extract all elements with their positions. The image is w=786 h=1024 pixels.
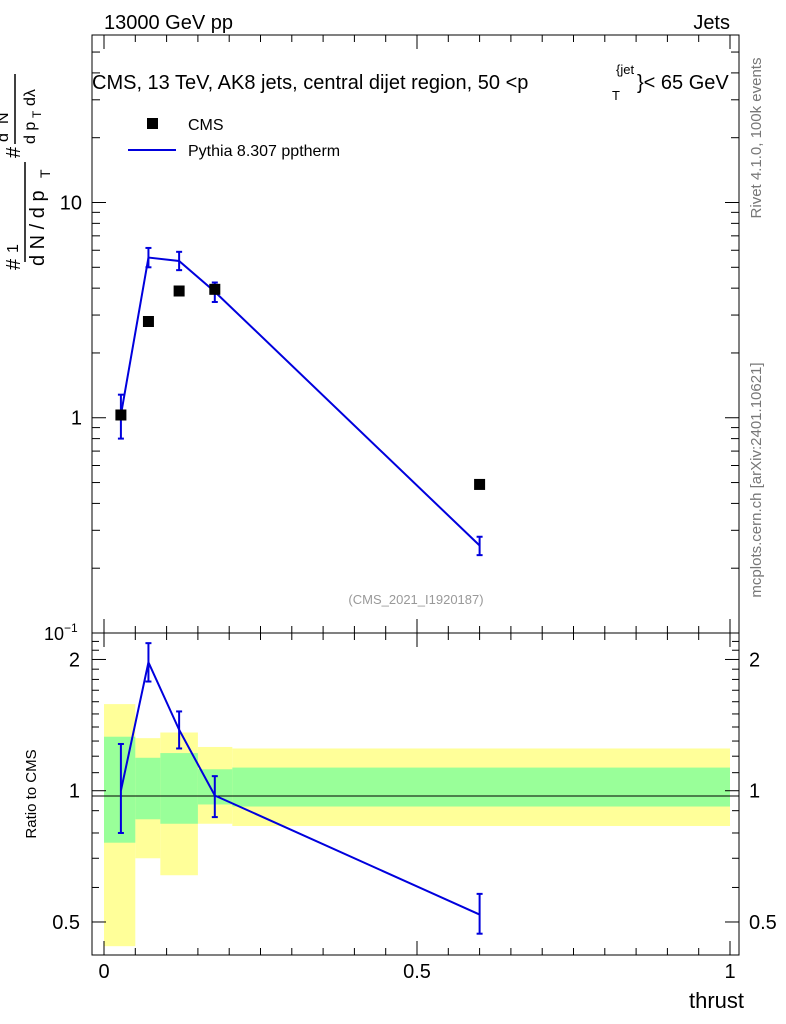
svg-text:d N / d p: d N / d p bbox=[27, 190, 49, 266]
svg-text:d p: d p bbox=[22, 122, 39, 144]
ratio-ytick-label-left: 2 bbox=[69, 649, 80, 671]
ratio-ytick-label-right: 0.5 bbox=[749, 912, 777, 934]
data-point bbox=[142, 315, 154, 327]
svg-text:T: T bbox=[30, 110, 44, 118]
main-ytick-label-min-exp: −1 bbox=[64, 621, 78, 635]
svg-text:T: T bbox=[37, 169, 53, 178]
ratio-panel: 0.5 0.5 1 1 2 2 0 0.5 1 bbox=[52, 632, 777, 983]
plot-title-main: CMS, 13 TeV, AK8 jets, central dijet reg… bbox=[92, 72, 528, 94]
plot-title-sub: T bbox=[612, 88, 620, 103]
legend-data-marker bbox=[147, 118, 158, 129]
main-ytick-label-min: 10 bbox=[44, 624, 64, 644]
ratio-xtick-label: 1 bbox=[724, 961, 735, 983]
plot-title: CMS, 13 TeV, AK8 jets, central dijet reg… bbox=[92, 62, 729, 103]
data-point bbox=[173, 285, 185, 297]
ratio-series bbox=[117, 642, 483, 935]
legend: CMS Pythia 8.307 pptherm bbox=[128, 117, 340, 160]
header-energy: 13000 GeV pp bbox=[104, 12, 233, 34]
main-ytick-label: 1 bbox=[71, 408, 82, 430]
main-ylabel: # 1 d N / d p T # d 2 N d p T dλ bbox=[0, 74, 53, 270]
ratio-ytick-label-left: 0.5 bbox=[52, 912, 80, 934]
ratio-bands bbox=[104, 704, 730, 947]
ratio-xtick-label: 0 bbox=[98, 961, 109, 983]
plot-title-tail: }< 65 GeV bbox=[637, 72, 729, 94]
ratio-ytick-label-right: 2 bbox=[749, 649, 760, 671]
legend-mc-label: Pythia 8.307 pptherm bbox=[188, 143, 340, 160]
data-point bbox=[209, 283, 221, 295]
mc-line bbox=[119, 256, 481, 547]
ratio-band-inner bbox=[160, 753, 198, 824]
svg-text:d: d bbox=[0, 133, 12, 142]
legend-data-label: CMS bbox=[188, 117, 224, 134]
svg-text:#: # bbox=[3, 258, 25, 270]
svg-text:N: N bbox=[0, 112, 12, 124]
ratio-xtick-label: 0.5 bbox=[403, 961, 431, 983]
ratio-ytick-label-left: 1 bbox=[69, 781, 80, 803]
ratio-ticks: 0.5 0.5 1 1 2 2 0 0.5 1 bbox=[52, 633, 777, 983]
svg-text:2: 2 bbox=[0, 125, 3, 132]
data-point bbox=[115, 409, 127, 421]
plot-title-sup: {jet bbox=[616, 62, 634, 77]
ratio-frame bbox=[91, 632, 740, 956]
ratio-band-inner bbox=[104, 736, 136, 843]
ratio-band-inner bbox=[232, 767, 730, 807]
rivet-label: Rivet 4.1.0, 100k events bbox=[748, 58, 765, 219]
ratio-band-inner bbox=[135, 757, 161, 820]
svg-text:1: 1 bbox=[5, 244, 22, 253]
svg-text:CMS, 13 TeV, AK8 jets, central: CMS, 13 TeV, AK8 jets, central dijet reg… bbox=[92, 72, 528, 94]
analysis-id: (CMS_2021_I1920187) bbox=[348, 592, 483, 607]
header-category: Jets bbox=[693, 12, 730, 34]
main-series bbox=[115, 246, 486, 557]
ratio-ytick-label-right: 1 bbox=[749, 781, 760, 803]
data-point bbox=[474, 478, 486, 490]
ratio-ylabel: Ratio to CMS bbox=[23, 749, 40, 838]
svg-text:dλ: dλ bbox=[22, 89, 39, 106]
mcplots-label: mcplots.cern.ch [arXiv:2401.10621] bbox=[748, 362, 765, 597]
main-ytick-label: 10 bbox=[60, 192, 82, 214]
svg-text:#: # bbox=[3, 146, 25, 158]
x-axis-label: thrust bbox=[689, 988, 744, 1013]
